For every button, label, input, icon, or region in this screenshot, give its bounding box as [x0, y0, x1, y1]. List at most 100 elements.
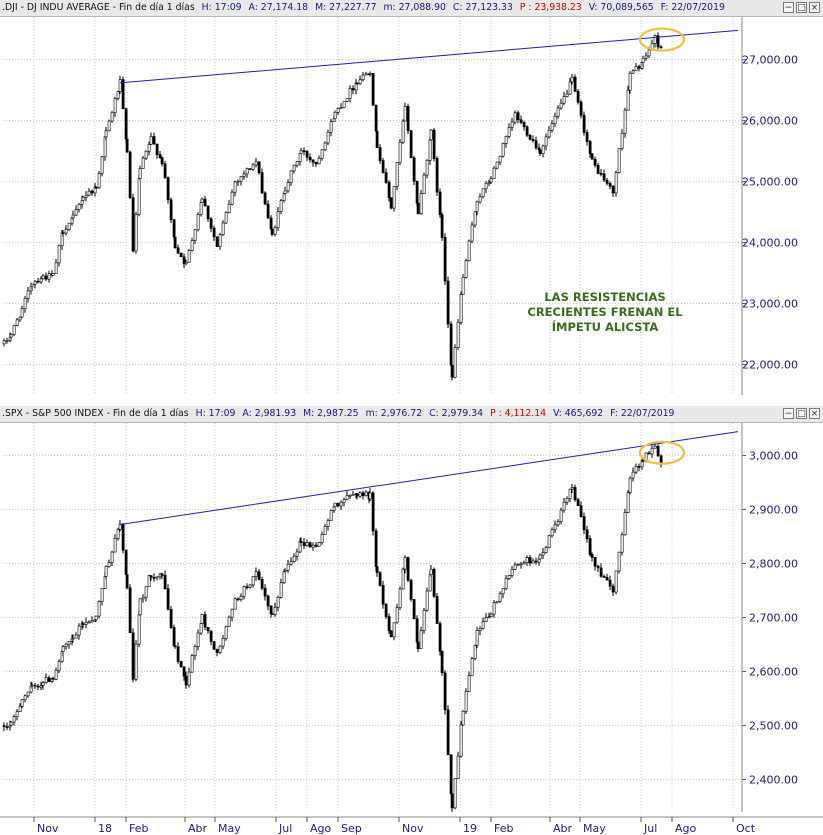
candle-body [614, 172, 618, 194]
candle-body [5, 340, 9, 342]
candle-body [84, 194, 88, 198]
candle-body [283, 570, 287, 572]
spx-period: Fin de día 1 días [112, 408, 189, 419]
candle-body [61, 646, 65, 652]
candle-body [221, 638, 225, 647]
close-button[interactable]: × [809, 2, 820, 13]
candle-body [200, 614, 204, 624]
candle-body [239, 595, 243, 600]
candle-body [409, 130, 413, 159]
spx-f: F: 22/07/2019 [610, 408, 675, 419]
candle-body [36, 685, 40, 688]
candle-body [276, 597, 280, 608]
candle-body [489, 178, 493, 183]
candle-body [87, 621, 91, 624]
candle-body [348, 88, 352, 99]
candle-body [283, 190, 287, 194]
candle-body [588, 538, 592, 555]
candle-body [200, 198, 204, 203]
candle-body [289, 170, 293, 183]
candle-body [125, 574, 129, 589]
candle-body [456, 321, 460, 348]
candle-body [513, 112, 517, 123]
candle-body [608, 183, 612, 187]
y-tick-label: 24,000.00 [742, 237, 798, 250]
spx-name: S&P 500 INDEX [32, 408, 104, 419]
spx-h: H: 17:09 [195, 408, 236, 419]
candle-body [121, 523, 125, 551]
candle-body [449, 323, 453, 366]
candle-body [641, 57, 645, 63]
candle-body [568, 488, 572, 499]
candle-body [358, 79, 362, 85]
maximize-button[interactable]: □ [796, 2, 807, 13]
candle-body [179, 661, 183, 667]
candle-body [263, 587, 267, 597]
candle-body [187, 250, 191, 263]
x-tick-label: Nov [402, 822, 424, 835]
candle-body [656, 35, 660, 48]
candle-body [568, 81, 572, 95]
candle-body [510, 121, 514, 128]
candle-body [20, 699, 24, 707]
candle-body [81, 623, 85, 626]
candle-body [381, 160, 385, 173]
candle-body [125, 138, 129, 153]
candle-body [71, 637, 75, 640]
x-tick-label: Sep [341, 822, 362, 835]
candle-body [374, 530, 378, 567]
candle-body [196, 214, 200, 231]
candle-body [100, 156, 104, 174]
candle-body [375, 130, 379, 148]
candle-body [141, 596, 145, 600]
candle-body [384, 172, 388, 183]
minimize-button[interactable]: − [783, 408, 794, 419]
candle-body [550, 529, 554, 537]
candle-body [510, 569, 514, 576]
candle-body [378, 147, 382, 161]
candle-body [428, 574, 432, 592]
candle-body [163, 575, 167, 589]
dji-a: A: 27,174.18 [248, 2, 309, 13]
candle-body [104, 130, 108, 138]
candle-body [653, 35, 657, 44]
minimize-button[interactable]: − [783, 2, 794, 13]
candle-body [77, 204, 81, 210]
candle-body [18, 316, 22, 321]
close-button[interactable]: × [809, 408, 820, 419]
candle-body [573, 487, 577, 501]
y-tick-label: 2,800.00 [749, 557, 798, 570]
candle-body [176, 646, 180, 662]
candle-body [18, 706, 22, 713]
spx-c: C: 2,979.34 [429, 408, 484, 419]
annotation-line: CRECIENTES FRENAN EL [527, 305, 683, 319]
candle-body [295, 161, 299, 166]
candle-body [245, 168, 249, 175]
candle-body [634, 66, 638, 72]
candle-body [292, 555, 296, 562]
candle-body [94, 186, 98, 189]
candle-body [464, 260, 468, 278]
candle-body [166, 588, 170, 610]
candle-body [626, 492, 630, 513]
candle-body [172, 627, 176, 646]
y-tick-label: 2,400.00 [749, 774, 798, 787]
candle-body [364, 73, 368, 76]
candle-body [425, 160, 429, 176]
candle-body [149, 575, 153, 578]
candle-body [401, 568, 405, 590]
dji-h: H: 17:09 [201, 2, 242, 13]
candle-body [547, 535, 551, 548]
dji-name: DJ INDU AVERAGE [26, 2, 110, 13]
candle-body [579, 101, 583, 116]
candle-body [440, 214, 444, 238]
candle-body [39, 685, 43, 688]
candle-body [169, 609, 173, 628]
candle-body [576, 91, 580, 103]
candle-body [538, 149, 542, 155]
maximize-button[interactable]: □ [796, 408, 807, 419]
candle-body [384, 603, 388, 617]
candle-body [64, 229, 68, 234]
candle-body [273, 227, 277, 235]
y-tick-label: 27,000.00 [742, 54, 798, 67]
